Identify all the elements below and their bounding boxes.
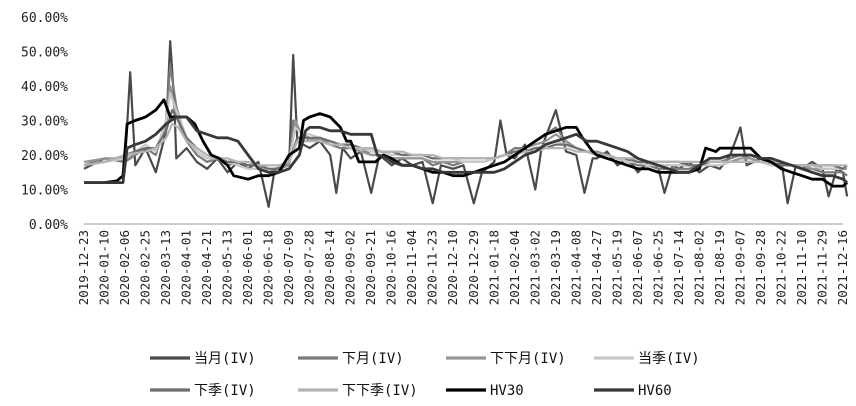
x-tick-label: 2021-05-19 [609, 230, 624, 305]
x-tick-label: 2019-12-23 [76, 230, 91, 305]
x-tick-label: 2020-07-09 [281, 230, 296, 305]
x-tick-label: 2021-01-18 [486, 230, 501, 305]
y-axis-tick-labels: 0.00% 10.00% 20.00% 30.00% 40.00% 50.00% 60.00… [21, 11, 68, 233]
x-tick-label: 2021-08-19 [712, 230, 727, 305]
x-tick-label: 2020-04-01 [179, 230, 194, 305]
x-tick-label: 2020-11-04 [404, 230, 419, 305]
x-tick-label: 2020-09-21 [363, 230, 378, 305]
x-tick-label: 2020-06-18 [261, 230, 276, 305]
x-axis-tick-labels: 2019-12-23 2020-01-10 2020-02-06 2020-02-25… [76, 230, 850, 305]
series-line [84, 115, 848, 184]
x-tick-label: 2020-05-13 [220, 230, 235, 305]
x-tick-label: 2021-11-29 [814, 230, 829, 305]
x-tick-label: 2020-04-21 [199, 230, 214, 305]
x-tick-label: 2020-01-10 [97, 230, 112, 305]
x-tick-label: 2020-03-13 [158, 230, 173, 305]
legend-label: HV60 [638, 383, 672, 399]
series-line [83, 40, 849, 208]
x-tick-label: 2020-06-01 [240, 230, 255, 305]
y-tick-label: 30.00% [21, 115, 68, 130]
x-tick-label: 2021-03-19 [548, 230, 563, 305]
y-tick-label: 40.00% [21, 80, 68, 95]
x-tick-label: 2021-07-14 [671, 230, 686, 305]
x-tick-label: 2020-02-06 [117, 230, 132, 305]
legend-label: 当季(IV) [638, 351, 700, 367]
x-tick-label: 2021-06-07 [630, 230, 645, 305]
x-tick-label: 2021-11-10 [794, 230, 809, 305]
x-tick-label: 2021-04-08 [568, 230, 583, 305]
x-tick-label: 2020-11-23 [425, 230, 440, 305]
legend-label: 下下季(IV) [342, 383, 418, 399]
legend-label: HV30 [490, 383, 524, 399]
x-tick-label: 2021-03-02 [527, 230, 542, 305]
x-tick-label: 2021-10-22 [773, 230, 788, 305]
x-tick-label: 2021-08-02 [691, 230, 706, 305]
x-tick-label: 2021-04-27 [589, 230, 604, 305]
x-tick-label: 2020-07-28 [302, 230, 317, 305]
y-tick-label: 10.00% [21, 184, 68, 199]
series-layer [83, 40, 849, 208]
x-tick-label: 2020-12-10 [445, 230, 460, 305]
x-tick-label: 2020-12-29 [466, 230, 481, 305]
series-line [84, 98, 849, 188]
legend-label: 下季(IV) [194, 383, 256, 399]
x-tick-label: 2021-09-28 [753, 230, 768, 305]
series-line [83, 122, 848, 167]
legend: 当月(IV) 下月(IV) 下下月(IV) 当季(IV) 下季(IV) 下下季(IV) HV… [150, 351, 700, 399]
y-tick-label: 60.00% [21, 11, 68, 26]
x-tick-label: 2020-09-02 [343, 230, 358, 305]
x-tick-label: 2021-09-07 [732, 230, 747, 305]
y-tick-label: 20.00% [21, 149, 68, 164]
x-tick-label: 2020-08-14 [322, 230, 337, 305]
legend-label: 当月(IV) [194, 351, 256, 367]
x-tick-label: 2020-10-16 [384, 230, 399, 305]
x-tick-label: 2020-02-25 [138, 230, 153, 305]
y-tick-label: 0.00% [29, 218, 68, 233]
series-line [83, 91, 848, 170]
x-tick-label: 2021-12-16 [835, 230, 850, 305]
legend-label: 下月(IV) [342, 351, 404, 367]
y-tick-label: 50.00% [21, 46, 68, 61]
legend-label: 下下月(IV) [490, 351, 566, 367]
x-tick-label: 2021-02-04 [507, 230, 522, 305]
x-tick-label: 2021-06-25 [650, 230, 665, 305]
